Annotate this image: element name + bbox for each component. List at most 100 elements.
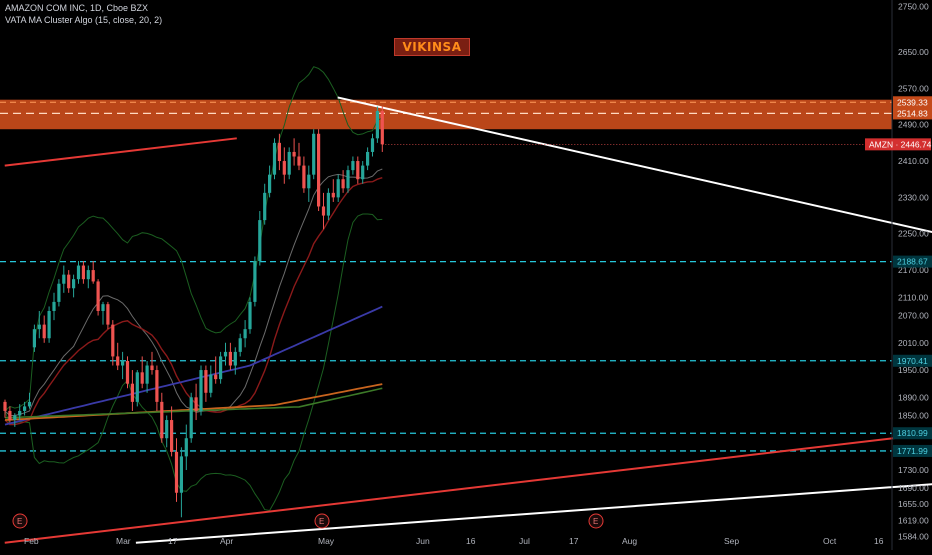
candle xyxy=(331,179,335,202)
candle-body xyxy=(179,456,183,493)
candle-body xyxy=(199,370,203,411)
last-price-bg xyxy=(865,138,931,151)
candle xyxy=(47,306,51,343)
candle xyxy=(258,211,262,266)
candle xyxy=(160,392,164,443)
last-price-label: AMZN · 2446.74 xyxy=(869,139,932,149)
time-tick: Jun xyxy=(416,536,430,546)
candles xyxy=(3,106,384,518)
candle xyxy=(317,129,321,212)
candle-body xyxy=(312,133,316,175)
candle xyxy=(57,279,61,307)
time-tick: 16 xyxy=(874,536,884,546)
candle xyxy=(184,424,188,471)
time-tick: Feb xyxy=(24,536,39,546)
candle-body xyxy=(248,301,252,330)
candle xyxy=(3,399,7,418)
candle-body xyxy=(366,151,370,166)
level-label-bg xyxy=(893,444,932,457)
candle xyxy=(223,342,228,366)
candle-body xyxy=(277,142,281,162)
candle xyxy=(101,301,105,325)
candle xyxy=(292,138,296,166)
price-tick: 2070.00 xyxy=(898,311,929,321)
level-label-bg xyxy=(893,427,932,440)
candle xyxy=(67,270,71,293)
candle xyxy=(214,356,218,384)
candle-body xyxy=(150,365,154,371)
candle xyxy=(42,315,46,343)
time-tick: Mar xyxy=(116,536,131,546)
level-label-bg xyxy=(893,354,932,367)
indicator-label[interactable]: VATA MA Cluster Algo (15, close, 20, 2) xyxy=(5,15,163,25)
price-tick: 1690.00 xyxy=(898,483,929,493)
candle-body xyxy=(27,401,32,407)
level-label-bg xyxy=(893,255,932,268)
earnings-label: E xyxy=(17,517,22,526)
candle xyxy=(165,415,169,448)
earnings-marker: E xyxy=(314,513,330,529)
candle-body xyxy=(297,156,301,166)
price-tick: 1890.00 xyxy=(898,392,929,402)
earnings-label: E xyxy=(593,517,598,526)
candle-body xyxy=(228,351,232,366)
candle xyxy=(287,147,291,180)
price-tick: 2570.00 xyxy=(898,83,929,93)
trendline-upper-channel xyxy=(4,137,237,167)
candle xyxy=(248,297,252,334)
candle xyxy=(302,156,306,193)
candle xyxy=(356,156,360,184)
candle-body xyxy=(174,451,179,493)
candle-body xyxy=(3,401,7,411)
candle xyxy=(135,370,139,407)
time-tick: Sep xyxy=(724,536,739,546)
candle-body xyxy=(106,304,110,325)
candle-body xyxy=(380,111,384,145)
candle xyxy=(297,142,301,171)
candle xyxy=(253,256,257,307)
candle xyxy=(336,174,340,202)
candle-body xyxy=(268,174,272,193)
level-label: 2514.83 xyxy=(897,108,928,118)
price-tick: 1655.00 xyxy=(898,499,929,509)
candle-body xyxy=(219,356,223,380)
price-tick: 1730.00 xyxy=(898,465,929,475)
candle-body xyxy=(116,356,120,366)
candle xyxy=(86,265,90,289)
candle xyxy=(233,347,237,375)
level-label-bg xyxy=(893,96,932,109)
candle-body xyxy=(13,415,17,421)
candle-body xyxy=(47,310,51,339)
candle xyxy=(13,413,17,427)
resistance-zone xyxy=(0,99,892,130)
price-axis: 2750.00 2650.00 2570.00 2490.00 2410.00 2330.… xyxy=(893,2,932,541)
candle-body xyxy=(292,151,296,157)
candle-body xyxy=(258,220,262,262)
candle xyxy=(194,383,198,421)
candle-body xyxy=(263,192,267,221)
time-tick: 17 xyxy=(569,536,579,546)
candle-body xyxy=(155,370,159,402)
candle-body xyxy=(238,338,242,352)
candle xyxy=(351,156,355,175)
candle xyxy=(277,133,281,171)
candle xyxy=(361,161,365,184)
chart-title: AMAZON COM INC, 1D, Cboe BZX xyxy=(5,3,149,13)
candle-body xyxy=(204,370,208,393)
candle xyxy=(204,365,208,402)
time-tick: Jul xyxy=(519,536,530,546)
level-label: 1810.99 xyxy=(897,428,928,438)
candle-body xyxy=(111,324,115,357)
price-tick: 2650.00 xyxy=(898,47,929,57)
candle xyxy=(76,261,81,284)
candle xyxy=(62,265,66,293)
candle-body xyxy=(81,265,85,280)
candle-body xyxy=(243,329,247,339)
candle xyxy=(282,147,286,184)
price-tick: 2110.00 xyxy=(898,292,928,302)
earnings-circle xyxy=(314,513,330,529)
upper-band xyxy=(4,66,383,412)
